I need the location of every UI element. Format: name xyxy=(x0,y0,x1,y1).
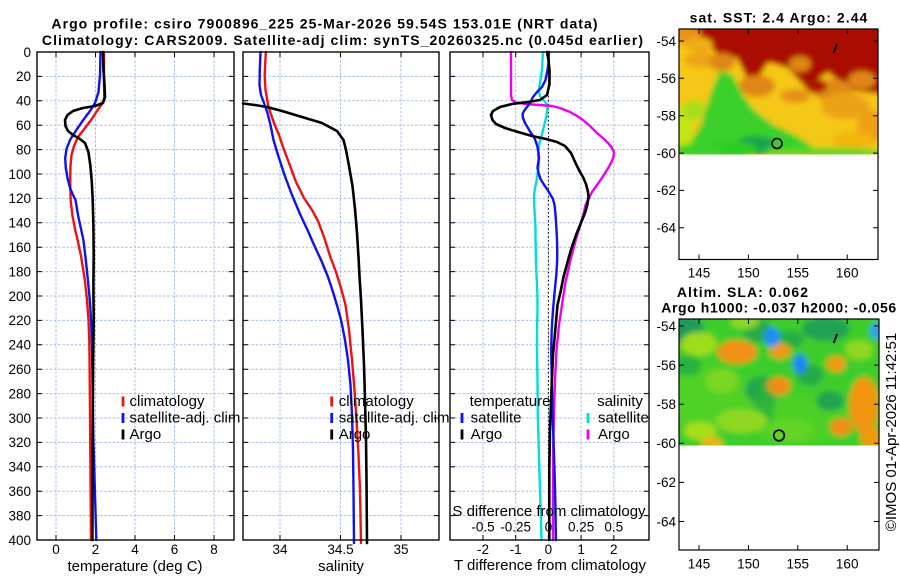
svg-text:satellite: satellite xyxy=(598,410,649,427)
svg-text:salinity: salinity xyxy=(318,558,364,575)
svg-text:360: 360 xyxy=(8,484,31,499)
svg-text:Argo: Argo xyxy=(598,426,630,443)
svg-text:140: 140 xyxy=(8,216,31,231)
svg-text:-56: -56 xyxy=(656,71,676,86)
svg-text:0: 0 xyxy=(545,542,553,557)
svg-text:satellite: satellite xyxy=(471,410,522,427)
svg-text:-60: -60 xyxy=(656,146,676,161)
svg-text:280: 280 xyxy=(8,386,31,401)
svg-text:-0.25: -0.25 xyxy=(500,520,531,535)
svg-text:260: 260 xyxy=(8,362,31,377)
svg-text:0: 0 xyxy=(545,520,553,535)
svg-text:35: 35 xyxy=(393,542,408,557)
svg-text:0: 0 xyxy=(52,542,60,557)
svg-text:2: 2 xyxy=(92,542,100,557)
svg-text:0: 0 xyxy=(23,45,31,60)
svg-text:220: 220 xyxy=(8,313,31,328)
svg-text:150: 150 xyxy=(737,557,760,572)
svg-text:34: 34 xyxy=(272,542,288,557)
svg-text:-56: -56 xyxy=(656,358,676,373)
svg-text:S difference from climatology: S difference from climatology xyxy=(452,503,646,520)
svg-text:300: 300 xyxy=(8,411,31,426)
svg-text:200: 200 xyxy=(8,289,31,304)
svg-text:100: 100 xyxy=(8,167,31,182)
svg-text:340: 340 xyxy=(8,460,31,475)
svg-text:0.25: 0.25 xyxy=(568,520,594,535)
svg-text:-64: -64 xyxy=(656,514,676,529)
svg-text:-62: -62 xyxy=(656,183,676,198)
svg-text:180: 180 xyxy=(8,264,31,279)
svg-text:Argo: Argo xyxy=(471,426,503,443)
svg-text:T difference from climatology: T difference from climatology xyxy=(454,557,647,574)
svg-text:155: 155 xyxy=(787,557,810,572)
svg-text:1: 1 xyxy=(577,542,585,557)
svg-text:-2: -2 xyxy=(477,542,489,557)
svg-text:-58: -58 xyxy=(656,109,676,124)
svg-text:Climatology: CARS2009. Satelli: Climatology: CARS2009. Satellite-adj cli… xyxy=(42,32,644,48)
svg-text:40: 40 xyxy=(16,94,31,109)
svg-text:climatology: climatology xyxy=(130,393,206,410)
svg-text:Argo: Argo xyxy=(339,426,371,443)
svg-text:©IMOS 01-Apr-2026 11:42:51: ©IMOS 01-Apr-2026 11:42:51 xyxy=(883,333,900,531)
svg-text:155: 155 xyxy=(787,266,810,281)
svg-text:Altim. SLA: 0.062: Altim. SLA: 0.062 xyxy=(677,284,809,300)
svg-text:Argo profile: csiro 7900896_22: Argo profile: csiro 7900896_225 25-Mar-2… xyxy=(51,16,598,32)
svg-text:160: 160 xyxy=(8,240,31,255)
svg-text:satellite-adj. clim: satellite-adj. clim xyxy=(339,410,450,427)
svg-text:380: 380 xyxy=(8,508,31,523)
svg-text:6: 6 xyxy=(171,542,179,557)
svg-text:400: 400 xyxy=(8,533,31,548)
svg-text:240: 240 xyxy=(8,338,31,353)
svg-text:145: 145 xyxy=(688,557,711,572)
svg-text:160: 160 xyxy=(836,266,859,281)
svg-text:34.5: 34.5 xyxy=(327,542,353,557)
svg-text:Argo h1000: -0.037 h2000: -0.0: Argo h1000: -0.037 h2000: -0.056 xyxy=(661,300,897,316)
svg-text:-0.5: -0.5 xyxy=(471,520,494,535)
svg-text:80: 80 xyxy=(16,142,31,157)
svg-text:temperature (deg C): temperature (deg C) xyxy=(67,558,202,575)
svg-text:320: 320 xyxy=(8,435,31,450)
svg-text:Argo: Argo xyxy=(130,426,162,443)
svg-text:sat. SST: 2.4 Argo: 2.44: sat. SST: 2.4 Argo: 2.44 xyxy=(690,10,869,26)
svg-text:4: 4 xyxy=(131,542,139,557)
svg-text:-60: -60 xyxy=(656,436,676,451)
svg-text:-54: -54 xyxy=(656,319,676,334)
svg-text:satellite-adj. clim: satellite-adj. clim xyxy=(130,410,241,427)
svg-text:20: 20 xyxy=(16,69,31,84)
svg-text:145: 145 xyxy=(688,266,711,281)
svg-text:-58: -58 xyxy=(656,397,676,412)
svg-text:150: 150 xyxy=(737,266,760,281)
svg-text:8: 8 xyxy=(210,542,218,557)
svg-text:-62: -62 xyxy=(656,475,676,490)
svg-text:2: 2 xyxy=(610,542,618,557)
svg-text:0.5: 0.5 xyxy=(604,520,623,535)
svg-text:climatology: climatology xyxy=(339,393,415,410)
svg-text:160: 160 xyxy=(836,557,859,572)
svg-text:120: 120 xyxy=(8,191,31,206)
svg-text:-64: -64 xyxy=(656,221,676,236)
svg-text:-1: -1 xyxy=(510,542,522,557)
svg-text:temperature: temperature xyxy=(470,393,551,410)
svg-text:-54: -54 xyxy=(656,34,676,49)
svg-text:salinity: salinity xyxy=(597,393,643,410)
svg-text:60: 60 xyxy=(16,118,31,133)
